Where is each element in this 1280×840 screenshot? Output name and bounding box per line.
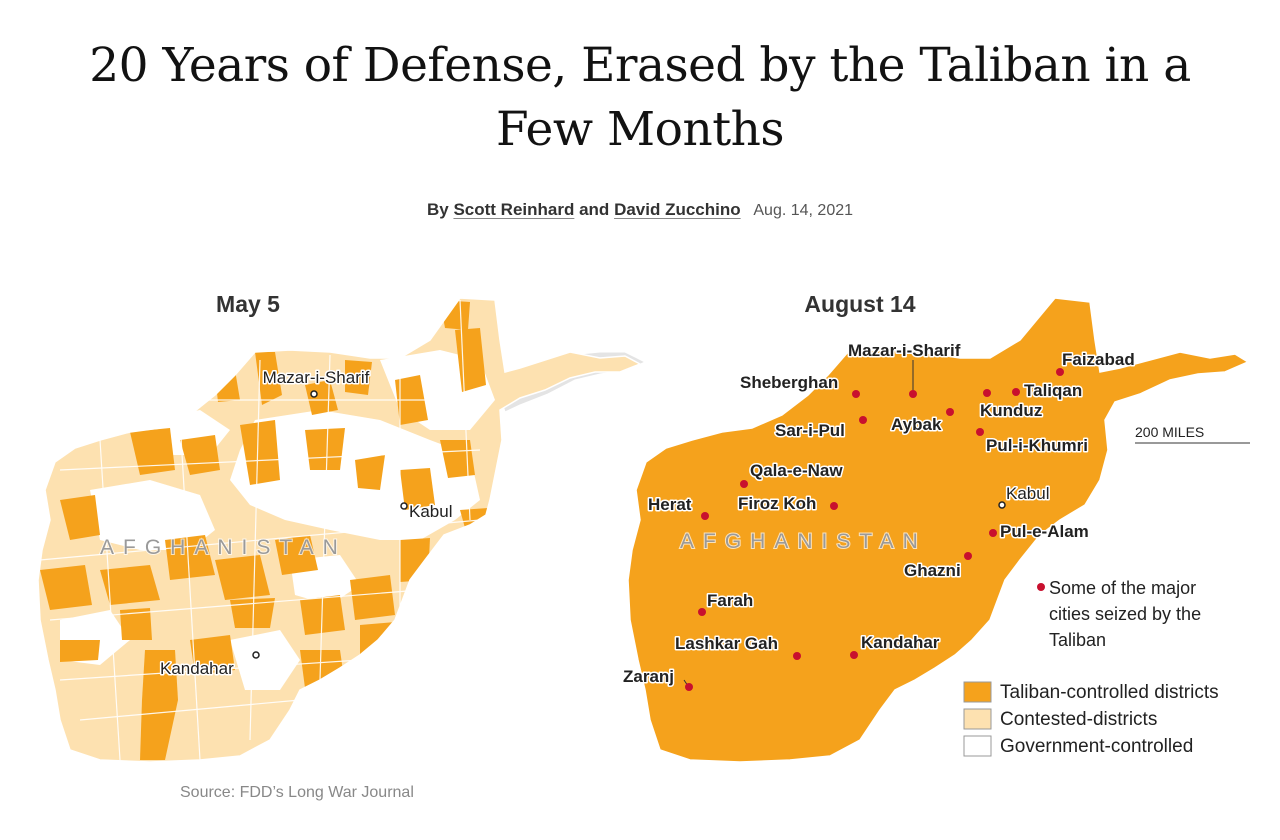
city-marker-seized: [964, 552, 972, 560]
seized-cities-note: Some of the major cities seized by the T…: [1037, 578, 1201, 650]
city-marker-seized: [701, 512, 709, 520]
note-line-2: cities seized by the: [1049, 604, 1201, 624]
city-marker: [998, 501, 1006, 509]
legend-swatch: [963, 708, 992, 730]
city-marker-seized: [989, 529, 997, 537]
map-august-14: August 14: [622, 291, 1250, 763]
legend: Taliban-controlled districts Contested-d…: [963, 681, 1219, 757]
legend-item-taliban: Taliban-controlled districts: [963, 681, 1219, 703]
city-label-sar-i-pul: Sar-i-Pul: [775, 421, 845, 440]
legend-item-government: Government-controlled: [963, 735, 1193, 757]
city-label-mazar: Mazar-i-Sharif: [848, 341, 961, 360]
map-title-august-14: August 14: [804, 291, 915, 317]
city-marker-seized: [909, 390, 917, 398]
legend-item-contested: Contested-districts: [963, 708, 1157, 730]
city-marker-seized: [1056, 368, 1064, 376]
city-faizabad: Faizabad: [1056, 349, 1136, 376]
city-pul-i-khumri: Pul-i-Khumri: [976, 428, 1090, 457]
city-taliqan: Taliqan: [1012, 380, 1084, 402]
city-marker-seized: [685, 683, 693, 691]
city-label-kandahar: Kandahar: [861, 633, 940, 652]
city-label-pul-i-khumri: Pul-i-Khumri: [986, 436, 1088, 455]
city-label-ghazni: Ghazni: [904, 561, 961, 580]
city-marker-seized: [1012, 388, 1020, 396]
city-marker-seized: [830, 502, 838, 510]
city-mazar-may: Mazar-i-Sharif: [261, 367, 371, 398]
city-marker: [310, 390, 318, 398]
author-link-1[interactable]: Scott Reinhard: [453, 200, 575, 219]
city-label-mazar: Mazar-i-Sharif: [263, 368, 370, 387]
note-line-1: Some of the major: [1049, 578, 1196, 598]
author-link-2[interactable]: David Zucchino: [614, 200, 741, 219]
city-kabul-may: Kabul: [400, 501, 454, 523]
city-label-zaranj: Zaranj: [623, 667, 674, 686]
city-sheberghan: Sheberghan: [739, 372, 860, 398]
city-marker-seized: [698, 608, 706, 616]
city-ghazni: Ghazni: [903, 552, 972, 582]
city-pul-e-alam: Pul-e-Alam: [989, 521, 1090, 543]
scale-label: 200 MILES: [1135, 424, 1204, 440]
legend-label: Taliban-controlled districts: [1000, 682, 1219, 703]
city-label-pul-e-alam: Pul-e-Alam: [1000, 522, 1089, 541]
legend-label: Contested-districts: [1000, 709, 1157, 730]
byline: By Scott Reinhard and David Zucchino Aug…: [0, 200, 1280, 220]
city-kandahar-aug: Kandahar: [850, 632, 941, 659]
city-qala-e-naw: Qala-e-Naw: [740, 460, 845, 488]
scale-bar: 200 MILES: [1135, 424, 1250, 444]
city-mazar-aug: Mazar-i-Sharif: [847, 340, 962, 398]
city-marker-seized: [740, 480, 748, 488]
country-label-may: AFGHANISTAN: [100, 536, 347, 559]
city-firoz-koh: Firoz Koh: [737, 493, 838, 515]
city-zaranj: Zaranj: [622, 666, 693, 691]
source-credit: Source: FDD’s Long War Journal: [180, 784, 414, 801]
byline-joiner: and: [579, 200, 610, 219]
city-label-farah: Farah: [707, 591, 753, 610]
note-line-3: Taliban: [1049, 630, 1106, 650]
city-marker-seized: [946, 408, 954, 416]
city-marker-seized: [852, 390, 860, 398]
city-marker: [252, 651, 260, 659]
city-farah: Farah: [698, 590, 755, 616]
city-herat: Herat: [647, 494, 709, 520]
city-label-faizabad: Faizabad: [1062, 350, 1135, 369]
city-marker-seized: [976, 428, 984, 436]
publish-date: Aug. 14, 2021: [753, 202, 854, 219]
city-label-herat: Herat: [648, 495, 692, 514]
city-label-qala-e-naw: Qala-e-Naw: [750, 461, 843, 480]
city-label-aybak: Aybak: [891, 415, 942, 434]
map-may-5: May 5: [37, 291, 647, 763]
legend-label: Government-controlled: [1000, 736, 1193, 757]
city-marker-seized: [850, 651, 858, 659]
city-label-firoz-koh: Firoz Koh: [738, 494, 816, 513]
city-marker: [400, 502, 408, 510]
city-label-lashkar-gah: Lashkar Gah: [675, 634, 778, 653]
byline-prefix: By: [426, 200, 449, 219]
city-kandahar-may: Kandahar: [159, 651, 260, 680]
headline: 20 Years of Defense, Erased by the Talib…: [89, 38, 1191, 157]
map-title-may-5: May 5: [216, 291, 280, 317]
city-label-sheberghan: Sheberghan: [740, 373, 838, 392]
city-label-kabul: Kabul: [409, 502, 452, 521]
city-label-kandahar: Kandahar: [160, 659, 234, 678]
city-marker-seized: [859, 416, 867, 424]
city-label-taliqan: Taliqan: [1024, 381, 1082, 400]
country-label-aug: AFGHANISTAN: [680, 530, 927, 553]
city-lashkar-gah: Lashkar Gah: [674, 633, 801, 660]
city-sar-i-pul: Sar-i-Pul: [774, 416, 867, 442]
legend-swatch: [963, 681, 992, 703]
city-label-kunduz: Kunduz: [980, 401, 1042, 420]
city-marker-seized: [983, 389, 991, 397]
city-kabul-aug: Kabul: [998, 483, 1051, 509]
city-kunduz: Kunduz: [979, 389, 1044, 422]
city-label-kabul: Kabul: [1006, 484, 1049, 503]
city-marker-seized: [793, 652, 801, 660]
legend-swatch: [963, 735, 992, 757]
city-aybak: Aybak: [890, 408, 954, 436]
note-marker: [1037, 583, 1045, 591]
